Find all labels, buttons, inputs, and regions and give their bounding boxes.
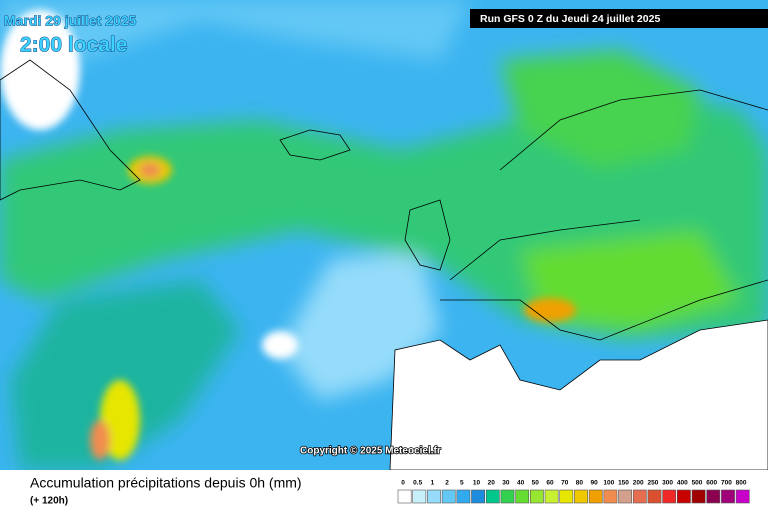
legend-swatch	[574, 489, 588, 504]
iceland	[279, 129, 351, 161]
legend-label: 700	[721, 480, 732, 487]
legend-swatch	[544, 489, 559, 504]
legend-label: 0	[401, 480, 405, 487]
legend-label: 20	[488, 480, 496, 487]
europe-coast	[440, 89, 768, 341]
legend-swatch	[647, 489, 662, 504]
legend-label: 600	[706, 480, 717, 487]
legend-label: 100	[603, 480, 614, 487]
legend-swatch	[588, 489, 603, 504]
legend-label: 2	[445, 480, 449, 487]
africa-middle-east	[389, 319, 768, 471]
legend-swatch	[397, 489, 412, 504]
copyright: Copyright © 2025 Meteociel.fr	[300, 446, 441, 457]
legend-swatch	[559, 489, 574, 504]
legend-swatch	[721, 489, 735, 504]
legend-label: 300	[662, 480, 673, 487]
legend-label: 400	[677, 480, 688, 487]
legend-swatch	[500, 489, 515, 504]
legend-label: 10	[473, 480, 481, 487]
legend-label: 50	[532, 480, 540, 487]
legend-label: 5	[460, 480, 464, 487]
legend-subtitle: (+ 120h)	[30, 496, 68, 507]
legend-swatch	[691, 489, 706, 504]
legend-title: Accumulation précipitations depuis 0h (m…	[30, 475, 302, 491]
time-label: 2:00 locale	[20, 34, 127, 57]
legend-swatch	[735, 489, 750, 504]
legend-label: 150	[618, 480, 629, 487]
legend-label: 80	[576, 480, 584, 487]
legend-label: 1	[431, 480, 435, 487]
legend-label: 90	[590, 480, 598, 487]
legend-swatch	[485, 489, 500, 504]
legend-label: 800	[736, 480, 747, 487]
legend-label: 500	[692, 480, 703, 487]
legend-swatch	[515, 489, 530, 504]
run-label: Run GFS 0 Z du Jeudi 24 juillet 2025	[480, 13, 660, 25]
land	[0, 59, 768, 471]
legend-label: 70	[561, 480, 569, 487]
legend-swatch	[603, 489, 618, 504]
legend-label: 40	[517, 480, 525, 487]
legend-swatch	[662, 489, 677, 504]
legend-label: 250	[647, 480, 658, 487]
legend-swatch	[676, 489, 691, 504]
british-isles	[404, 199, 451, 271]
legend-swatch	[632, 489, 647, 504]
legend-swatch	[427, 489, 441, 504]
legend-label: 200	[633, 480, 644, 487]
legend-swatch	[706, 489, 721, 504]
legend-swatch	[529, 489, 544, 504]
precipitation-field	[0, 0, 768, 470]
legend-swatch	[412, 489, 427, 504]
legend-label: 0.5	[413, 480, 422, 487]
color-scale: 0 0.5 1 2 5 10 20 30 40 50 60 70 80 90 100 150 200 250 300…	[397, 480, 750, 504]
date-label: Mardi 29 juillet 2025	[4, 13, 136, 29]
legend-swatch	[441, 489, 456, 504]
greenland-coast	[0, 59, 141, 201]
legend-label: 30	[502, 480, 510, 487]
legend-swatch	[456, 489, 471, 504]
run-box	[470, 9, 768, 28]
legend-swatch	[618, 489, 632, 504]
legend-label: 60	[546, 480, 554, 487]
legend-swatch	[471, 489, 485, 504]
